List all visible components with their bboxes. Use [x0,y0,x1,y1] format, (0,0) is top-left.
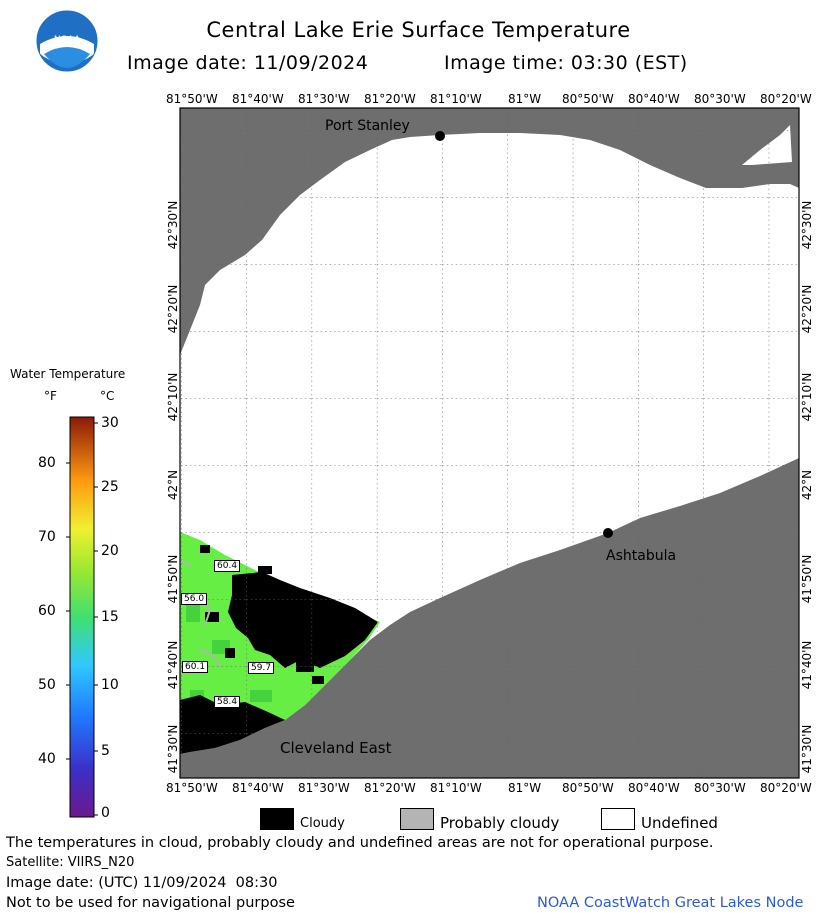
noaa-logo: NOAA [36,10,98,72]
lon-label: 80°30'W [694,92,746,106]
lon-label: 81°30'W [298,92,350,106]
legend-unit-f: °F [44,389,57,403]
temperature-colorbar [69,416,95,818]
lon-label: 81°20'W [364,781,416,795]
f-tick: 60 [38,603,56,619]
place-cleveland-east: Cleveland East [280,739,392,757]
legend-title: Water Temperature [10,367,126,381]
lat-label: 42°N [800,469,814,501]
lon-label: 80°20'W [760,781,812,795]
lat-label: 42°20'N [166,284,180,334]
lon-label: 81°W [508,781,542,795]
f-tick: 50 [38,677,56,693]
top-lon-labels: 81°50'W 81°40'W 81°30'W 81°20'W 81°10'W … [0,92,837,108]
temp-label: 56.0 [181,593,208,605]
lon-label: 81°10'W [430,781,482,795]
undefined-swatch [601,808,635,830]
colorbar-ticks [66,422,98,816]
place-port-stanley: Port Stanley [325,118,410,134]
noaa-logo-graphic: NOAA [36,10,98,72]
lat-label: 42°20'N [800,284,814,334]
lat-label: 41°40'N [166,640,180,690]
disclaimer: The temperatures in cloud, probably clou… [6,835,714,851]
lon-label: 81°30'W [298,781,350,795]
map-border [179,107,800,779]
lat-label: 41°50'N [166,554,180,604]
image-time-label: Image time: 03:30 (EST) [444,52,688,74]
ashtabula-marker [603,528,613,538]
image-date-label: Image date: 11/09/2024 [127,52,369,74]
lat-label: 41°30'N [800,724,814,774]
c-tick: 0 [101,805,110,821]
nav-warning: Not to be used for navigational purpose [6,895,295,911]
probably-cloudy-swatch [400,808,434,830]
lon-label: 80°50'W [562,92,614,106]
c-tick: 20 [101,543,119,559]
lat-label: 41°50'N [800,554,814,604]
f-tick: 40 [38,751,56,767]
lon-label: 81°50'W [166,92,218,106]
lon-label: 80°40'W [628,781,680,795]
lon-label: 81°40'W [232,781,284,795]
bottom-lon-labels: 81°50'W 81°40'W 81°30'W 81°20'W 81°10'W … [0,781,837,797]
c-tick: 25 [101,479,119,495]
c-tick: 30 [101,415,119,431]
temp-label: 60.4 [214,560,241,572]
lat-label: 42°30'N [166,200,180,250]
lon-label: 81°10'W [430,92,482,106]
logo-text: NOAA [54,35,81,45]
port-stanley-marker [435,131,445,141]
lon-label: 80°50'W [562,781,614,795]
map-grid [180,108,799,778]
f-tick: 80 [38,455,56,471]
lat-label: 42°10'N [800,372,814,422]
place-ashtabula: Ashtabula [606,548,677,564]
cloudy-swatch [260,808,294,830]
lon-label: 81°50'W [166,781,218,795]
cloudy-label: Cloudy [300,816,345,831]
undefined-label: Undefined [641,814,718,832]
satellite-info: Satellite: VIIRS_N20 [6,855,135,870]
lat-label: 42°N [166,469,180,501]
utc-date: Image date: (UTC) 11/09/2024 08:30 [6,875,278,891]
lon-label: 81°W [508,92,542,106]
temp-label: 60.1 [182,661,209,673]
lat-label: 42°30'N [800,200,814,250]
c-tick: 15 [101,609,119,625]
lat-label: 41°30'N [166,724,180,774]
lon-label: 80°20'W [760,92,812,106]
lon-label: 80°40'W [628,92,680,106]
page-title: Central Lake Erie Surface Temperature [206,18,631,42]
lon-label: 81°40'W [232,92,284,106]
legend-unit-c: °C [100,389,115,403]
c-tick: 10 [101,677,119,693]
f-tick: 70 [38,529,56,545]
probably-cloudy-label: Probably cloudy [440,814,560,832]
lat-label: 41°40'N [800,640,814,690]
temp-label: 58.4 [214,696,241,708]
lat-label: 42°10'N [166,372,180,422]
lon-label: 80°30'W [694,781,746,795]
c-tick: 5 [101,743,110,759]
lon-label: 81°20'W [364,92,416,106]
credit: NOAA CoastWatch Great Lakes Node [537,895,804,911]
temp-label: 59.7 [248,662,275,674]
